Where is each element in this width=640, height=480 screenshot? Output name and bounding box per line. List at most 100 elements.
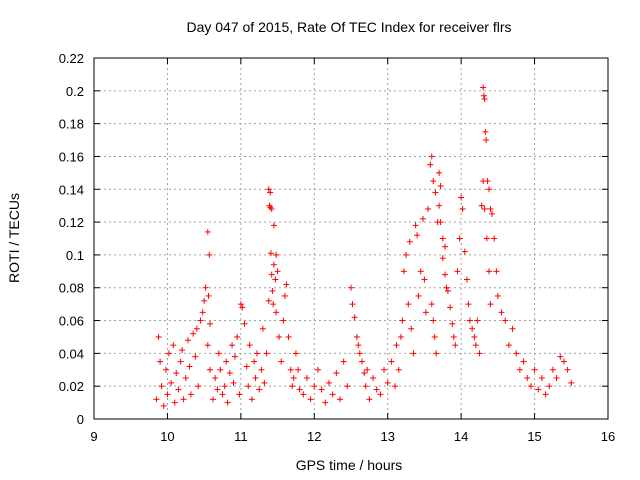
data-point <box>272 276 279 283</box>
x-axis-title: GPS time / hours <box>296 457 403 473</box>
data-point <box>336 396 343 403</box>
data-point <box>381 366 388 373</box>
data-point <box>421 276 428 283</box>
data-point <box>252 374 259 381</box>
data-point <box>414 232 421 239</box>
data-point <box>318 386 325 393</box>
data-point <box>340 358 347 365</box>
data-point <box>269 288 276 295</box>
data-point <box>267 189 274 196</box>
data-point <box>186 363 193 370</box>
y-tick-label: 0.22 <box>59 51 84 66</box>
data-point <box>259 325 266 332</box>
data-point <box>425 205 432 212</box>
data-point <box>289 383 296 390</box>
x-tick-label: 15 <box>527 429 541 444</box>
y-tick-label: 0.1 <box>66 248 84 263</box>
data-point <box>422 309 429 316</box>
data-point <box>193 325 200 332</box>
data-point <box>427 161 434 168</box>
data-point <box>229 342 236 349</box>
data-point <box>307 396 314 403</box>
data-point <box>488 210 495 217</box>
data-point <box>241 320 248 327</box>
data-point <box>486 268 493 275</box>
data-point <box>311 383 318 390</box>
data-point <box>206 251 213 258</box>
data-point <box>214 386 221 393</box>
data-point <box>484 178 491 185</box>
data-point <box>223 358 230 365</box>
data-point <box>251 358 258 365</box>
x-tick-label: 12 <box>307 429 321 444</box>
y-tick-label: 0.06 <box>59 314 84 329</box>
data-point <box>513 350 520 357</box>
y-tick-label: 0.14 <box>59 182 84 197</box>
data-point <box>464 276 471 283</box>
data-point <box>182 374 189 381</box>
data-point <box>478 202 485 209</box>
data-point <box>370 374 377 381</box>
data-point <box>377 391 384 398</box>
data-point <box>493 268 500 275</box>
data-point <box>292 350 299 357</box>
data-point <box>162 366 169 373</box>
data-point <box>157 358 164 365</box>
data-point <box>458 194 465 201</box>
data-point <box>538 374 545 381</box>
data-point <box>270 301 277 308</box>
data-point <box>482 128 489 135</box>
data-point <box>285 333 292 340</box>
data-point <box>179 347 186 354</box>
data-point <box>471 333 478 340</box>
data-point <box>531 366 538 373</box>
data-point <box>433 350 440 357</box>
data-point <box>165 350 172 357</box>
data-point <box>361 370 368 377</box>
data-point <box>546 383 553 390</box>
x-tick-label: 14 <box>454 429 468 444</box>
y-tick-label: 0.18 <box>59 117 84 132</box>
data-point <box>400 268 407 275</box>
data-point <box>516 366 523 373</box>
data-point <box>283 281 290 288</box>
data-point <box>263 350 270 357</box>
data-point <box>248 396 255 403</box>
data-point <box>270 261 277 268</box>
data-point <box>432 189 439 196</box>
x-tick-label: 13 <box>380 429 394 444</box>
data-point <box>505 342 512 349</box>
data-point <box>406 238 413 245</box>
data-point <box>230 379 237 386</box>
data-point <box>164 391 171 398</box>
data-point <box>204 342 211 349</box>
data-point <box>300 391 307 398</box>
data-point <box>199 309 206 316</box>
data-point <box>417 268 424 275</box>
data-point <box>217 366 224 373</box>
data-point <box>314 366 321 373</box>
data-point <box>333 370 340 377</box>
data-point <box>348 284 354 291</box>
data-point <box>273 251 280 258</box>
data-point <box>243 363 250 370</box>
data-point <box>234 333 241 340</box>
y-tick-label: 0 <box>77 412 84 427</box>
y-tick-label: 0.16 <box>59 149 84 164</box>
y-tick-label: 0.12 <box>59 215 84 230</box>
data-point <box>201 297 208 304</box>
data-point <box>353 333 360 340</box>
data-point <box>412 222 419 229</box>
data-point <box>399 317 406 324</box>
data-point <box>170 342 177 349</box>
data-point <box>226 370 233 377</box>
x-tick-label: 11 <box>234 429 248 444</box>
data-point <box>171 399 178 406</box>
data-point <box>265 297 272 304</box>
data-point <box>268 271 275 278</box>
data-point <box>158 383 165 390</box>
data-point <box>280 317 287 324</box>
data-point <box>270 222 277 229</box>
data-point <box>254 350 261 357</box>
